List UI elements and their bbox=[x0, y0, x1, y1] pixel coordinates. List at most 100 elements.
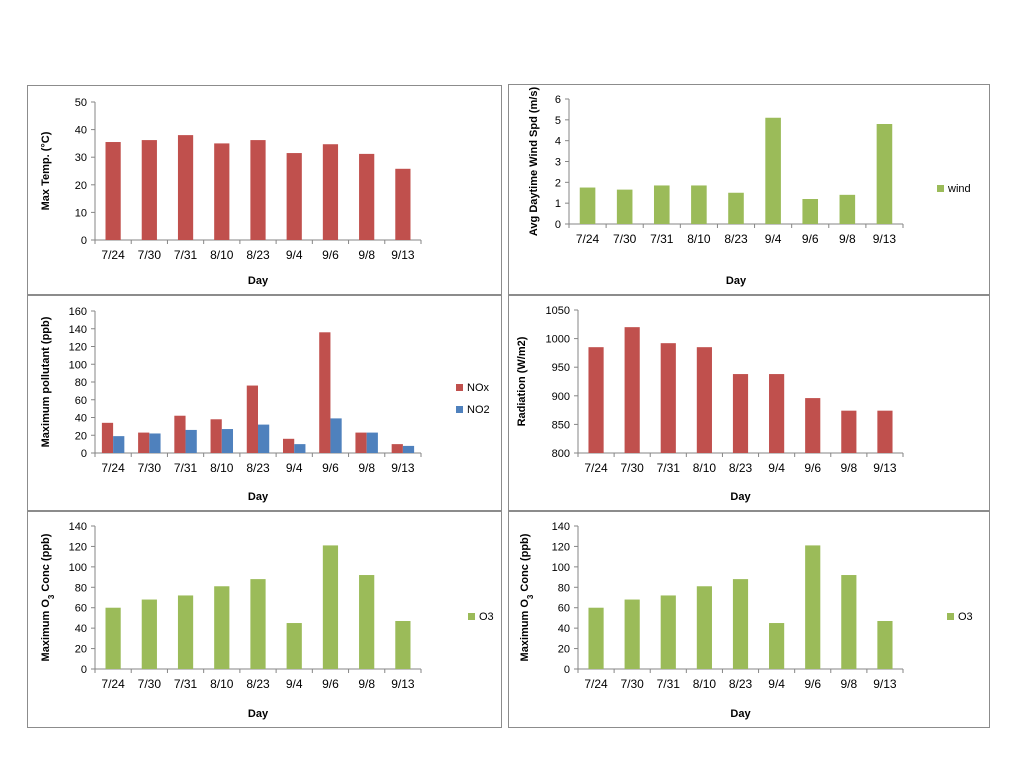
y-axis-title-subscript: 3 bbox=[47, 594, 56, 599]
x-tick-label: 9/6 bbox=[322, 461, 339, 475]
x-tick-label: 8/23 bbox=[729, 677, 753, 691]
bar-o3 bbox=[105, 607, 121, 669]
bar-nox bbox=[101, 422, 114, 453]
bar-o3 bbox=[250, 579, 266, 669]
x-tick-label: 9/13 bbox=[873, 461, 897, 475]
x-tick-label: 8/10 bbox=[693, 461, 717, 475]
bar-o3 bbox=[660, 595, 676, 669]
bar-o3 bbox=[769, 623, 785, 669]
y-tick-label: 100 bbox=[69, 562, 87, 574]
bar-no2 bbox=[185, 429, 197, 453]
bar-o3 bbox=[841, 575, 857, 669]
bar-value bbox=[105, 142, 121, 240]
legend-swatch-wind bbox=[937, 185, 944, 192]
y-tick-label: 140 bbox=[69, 521, 87, 533]
bar-wind bbox=[728, 192, 744, 224]
bar-wind bbox=[765, 117, 781, 224]
bar-value bbox=[359, 153, 375, 240]
bar-no2 bbox=[221, 429, 234, 453]
x-axis-title: Day bbox=[248, 275, 269, 287]
legend-swatch-o3 bbox=[468, 613, 475, 620]
y-tick-label: 900 bbox=[552, 391, 570, 403]
x-tick-label: 7/30 bbox=[620, 677, 644, 691]
x-tick-label: 8/10 bbox=[210, 677, 234, 691]
bar-no2 bbox=[294, 444, 306, 453]
legend-swatch-no2 bbox=[456, 406, 463, 413]
bar-value bbox=[841, 410, 857, 453]
y-tick-label: 0 bbox=[81, 448, 87, 460]
panel-wind-speed: 0 1 2 3 4 5 6 7/24 7/30 7/31 8/10 8/23 9/4 9/6 9/8 9/13… bbox=[508, 84, 990, 295]
y-axis-title-main: Maximum O bbox=[519, 599, 531, 662]
bar-nox bbox=[174, 415, 186, 453]
chart-wind-speed: 0 1 2 3 4 5 6 7/24 7/30 7/31 8/10 8/23 9/4 9/6 9/8 9/13… bbox=[528, 87, 971, 287]
y-tick-label: 950 bbox=[552, 362, 570, 374]
panel-max-temp: 0 10 20 30 40 50 7/24 7/30 7/31 8/10 8/23 9/4 9/6 9/8… bbox=[27, 85, 502, 295]
y-tick-label: 40 bbox=[75, 413, 87, 425]
bar-nox bbox=[282, 438, 295, 453]
x-tick-label: 7/30 bbox=[620, 461, 644, 475]
x-tick-label: 7/31 bbox=[657, 461, 681, 475]
y-tick-label: 80 bbox=[558, 582, 570, 594]
x-tick-label: 7/24 bbox=[576, 232, 600, 246]
bar-o3 bbox=[395, 620, 411, 669]
y-tick-label: 120 bbox=[69, 541, 87, 553]
chart-ozone-left: 0 20 40 60 80 100 120 140 7/24 7/30 7/31 8/10 8/23 9/… bbox=[40, 521, 494, 720]
bar-value bbox=[286, 153, 302, 240]
y-tick-label: 30 bbox=[75, 152, 87, 164]
y-tick-label: 10 bbox=[75, 207, 87, 219]
bar-nox bbox=[210, 419, 222, 453]
bar-no2 bbox=[113, 436, 125, 453]
x-axis-title: Day bbox=[726, 275, 747, 287]
y-axis-title-main: Maximum O bbox=[40, 599, 52, 662]
x-tick-label: 7/31 bbox=[174, 677, 198, 691]
x-axis-title: Day bbox=[248, 491, 269, 503]
bar-o3 bbox=[805, 545, 821, 669]
y-tick-label: 0 bbox=[81, 235, 87, 247]
y-axis-title: Max Temp. (°C) bbox=[40, 131, 52, 210]
legend-label-no2: NO2 bbox=[467, 404, 490, 416]
x-tick-label: 9/4 bbox=[286, 677, 303, 691]
y-axis-title: Avg Daytime Wind Spd (m/s) bbox=[528, 87, 540, 237]
bar-wind bbox=[802, 199, 819, 224]
y-axis-title-main: Radiation (W/m2) bbox=[516, 336, 528, 426]
y-tick-label: 6 bbox=[555, 94, 561, 106]
bar-nox bbox=[138, 432, 150, 453]
y-tick-label: 80 bbox=[75, 377, 87, 389]
x-tick-label: 9/13 bbox=[391, 248, 415, 262]
bar-o3 bbox=[214, 586, 230, 669]
y-tick-label: 4 bbox=[555, 136, 561, 148]
x-axis-title: Day bbox=[730, 708, 751, 720]
bar-value bbox=[805, 398, 821, 453]
y-axis-title: Maximum O3 Conc (ppb) bbox=[40, 533, 56, 661]
bar-nox bbox=[355, 432, 367, 453]
x-tick-label: 7/24 bbox=[101, 677, 125, 691]
bar-o3 bbox=[177, 595, 194, 669]
x-tick-label: 9/6 bbox=[802, 232, 819, 246]
y-axis-title-tail: Conc (ppb) bbox=[519, 533, 531, 594]
y-tick-label: 100 bbox=[552, 562, 570, 574]
y-tick-label: 0 bbox=[555, 219, 561, 231]
x-tick-label: 8/10 bbox=[210, 461, 234, 475]
x-tick-label: 9/13 bbox=[391, 677, 415, 691]
x-tick-label: 9/4 bbox=[286, 248, 303, 262]
x-tick-label: 7/24 bbox=[584, 677, 608, 691]
bar-o3 bbox=[696, 586, 712, 669]
bar-value bbox=[660, 343, 676, 453]
bar-value bbox=[141, 140, 157, 240]
y-tick-label: 120 bbox=[69, 342, 87, 354]
x-tick-label: 9/4 bbox=[286, 461, 303, 475]
bar-value bbox=[322, 144, 339, 240]
y-tick-label: 0 bbox=[564, 664, 570, 676]
bar-o3 bbox=[624, 599, 640, 669]
y-tick-label: 40 bbox=[558, 623, 570, 635]
x-tick-label: 7/30 bbox=[138, 461, 162, 475]
legend-label-o3: O3 bbox=[958, 611, 973, 623]
bar-wind bbox=[616, 189, 633, 224]
x-tick-label: 8/23 bbox=[246, 677, 270, 691]
bar-value bbox=[588, 347, 604, 453]
x-tick-label: 9/13 bbox=[873, 677, 897, 691]
y-tick-label: 20 bbox=[75, 180, 87, 192]
x-tick-label: 8/23 bbox=[246, 248, 270, 262]
x-tick-label: 8/23 bbox=[724, 232, 748, 246]
x-tick-label: 7/24 bbox=[584, 461, 608, 475]
